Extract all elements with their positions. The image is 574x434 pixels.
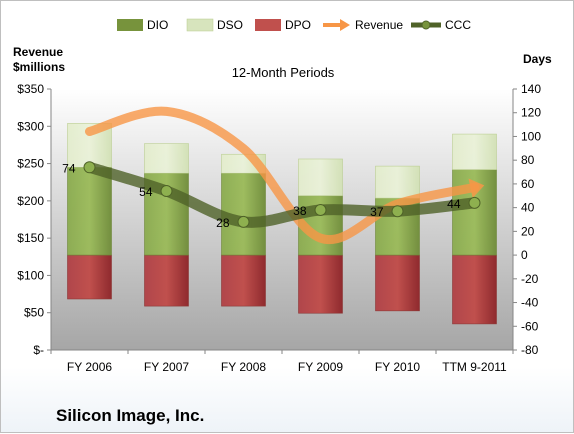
dso-bar bbox=[298, 158, 343, 197]
legend-label-dso: DSO bbox=[217, 18, 243, 32]
chart-title: 12-Month Periods bbox=[232, 65, 335, 80]
right-tick-label: 40 bbox=[521, 201, 535, 215]
ccc-marker bbox=[468, 196, 481, 209]
ccc-marker bbox=[83, 161, 96, 174]
dpo-bar bbox=[67, 254, 112, 300]
left-tick-label: $- bbox=[33, 343, 44, 357]
x-tick-label: FY 2007 bbox=[144, 360, 189, 374]
ccc-marker bbox=[314, 204, 327, 217]
dpo-bar bbox=[375, 254, 420, 312]
dio-bar bbox=[221, 172, 266, 256]
right-tick-label: -80 bbox=[521, 343, 539, 357]
legend-arrow-revenue-icon bbox=[323, 19, 350, 31]
left-tick-label: $50 bbox=[24, 306, 44, 320]
right-tick-label: 60 bbox=[521, 177, 535, 191]
right-tick-label: -60 bbox=[521, 319, 539, 333]
legend-label-dio: DIO bbox=[147, 18, 168, 32]
x-tick-label: TTM 9-2011 bbox=[442, 360, 507, 374]
right-tick-label: -20 bbox=[521, 272, 539, 286]
dpo-bar bbox=[452, 254, 497, 325]
lines-layer: 74 54 28 38 37 44 bbox=[62, 106, 485, 245]
company-name: Silicon Image, Inc. bbox=[56, 406, 204, 425]
dso-bar bbox=[144, 143, 189, 174]
dio-bar bbox=[67, 167, 112, 256]
right-tick-label: 100 bbox=[521, 129, 541, 143]
left-tick-label: $250 bbox=[17, 157, 44, 171]
ccc-line bbox=[84, 161, 480, 228]
legend-line-ccc-icon bbox=[411, 20, 441, 30]
dpo-bar bbox=[221, 254, 266, 307]
ccc-data-label: 54 bbox=[139, 185, 153, 199]
ccc-data-label: 44 bbox=[447, 197, 461, 211]
x-tick-label: FY 2006 bbox=[67, 360, 112, 374]
revenue-line bbox=[85, 106, 479, 245]
dso-bar bbox=[452, 133, 497, 170]
right-tick-label: 140 bbox=[521, 82, 541, 96]
ccc-data-label: 74 bbox=[62, 161, 76, 175]
left-tick-label: $100 bbox=[17, 268, 44, 282]
legend-swatch-dpo bbox=[255, 19, 281, 31]
legend-label-ccc: CCC bbox=[445, 18, 471, 32]
axes-layer: $- $50 $100 $150 $200 $250 $300 $350 -80 -60 -40 -2… bbox=[17, 82, 541, 374]
right-tick-label: 0 bbox=[521, 248, 528, 262]
left-tick-label: $150 bbox=[17, 231, 44, 245]
left-tick-label: $300 bbox=[17, 119, 44, 133]
ccc-data-label: 28 bbox=[216, 216, 230, 230]
revenue-arrowhead bbox=[468, 178, 485, 199]
legend-label-revenue: Revenue bbox=[355, 18, 403, 32]
left-axis-title-line2: $millions bbox=[13, 60, 65, 74]
x-tick-label: FY 2008 bbox=[221, 360, 266, 374]
ccc-marker bbox=[237, 215, 250, 228]
legend-swatch-dso bbox=[186, 18, 214, 32]
dso-bar bbox=[375, 165, 420, 199]
dpo-bar bbox=[144, 254, 189, 307]
legend: DIO DSO DPO Revenue CCC bbox=[117, 18, 471, 32]
right-tick-label: -40 bbox=[521, 296, 539, 310]
x-tick-label: FY 2010 bbox=[375, 360, 420, 374]
ccc-data-label: 38 bbox=[293, 204, 307, 218]
dpo-bar bbox=[298, 254, 343, 314]
right-tick-label: 120 bbox=[521, 106, 541, 120]
right-tick-label: 20 bbox=[521, 224, 535, 238]
legend-swatch-dio bbox=[117, 19, 143, 31]
left-axis-title-line1: Revenue bbox=[13, 45, 63, 59]
right-tick-label: 80 bbox=[521, 153, 535, 167]
legend-label-dpo: DPO bbox=[285, 18, 311, 32]
ccc-data-label: 37 bbox=[370, 205, 384, 219]
ccc-marker bbox=[391, 205, 404, 218]
x-tick-label: FY 2009 bbox=[298, 360, 343, 374]
left-tick-label: $200 bbox=[17, 194, 44, 208]
ccc-marker bbox=[160, 185, 173, 198]
right-axis-title: Days bbox=[523, 52, 552, 66]
left-tick-label: $350 bbox=[17, 82, 44, 96]
